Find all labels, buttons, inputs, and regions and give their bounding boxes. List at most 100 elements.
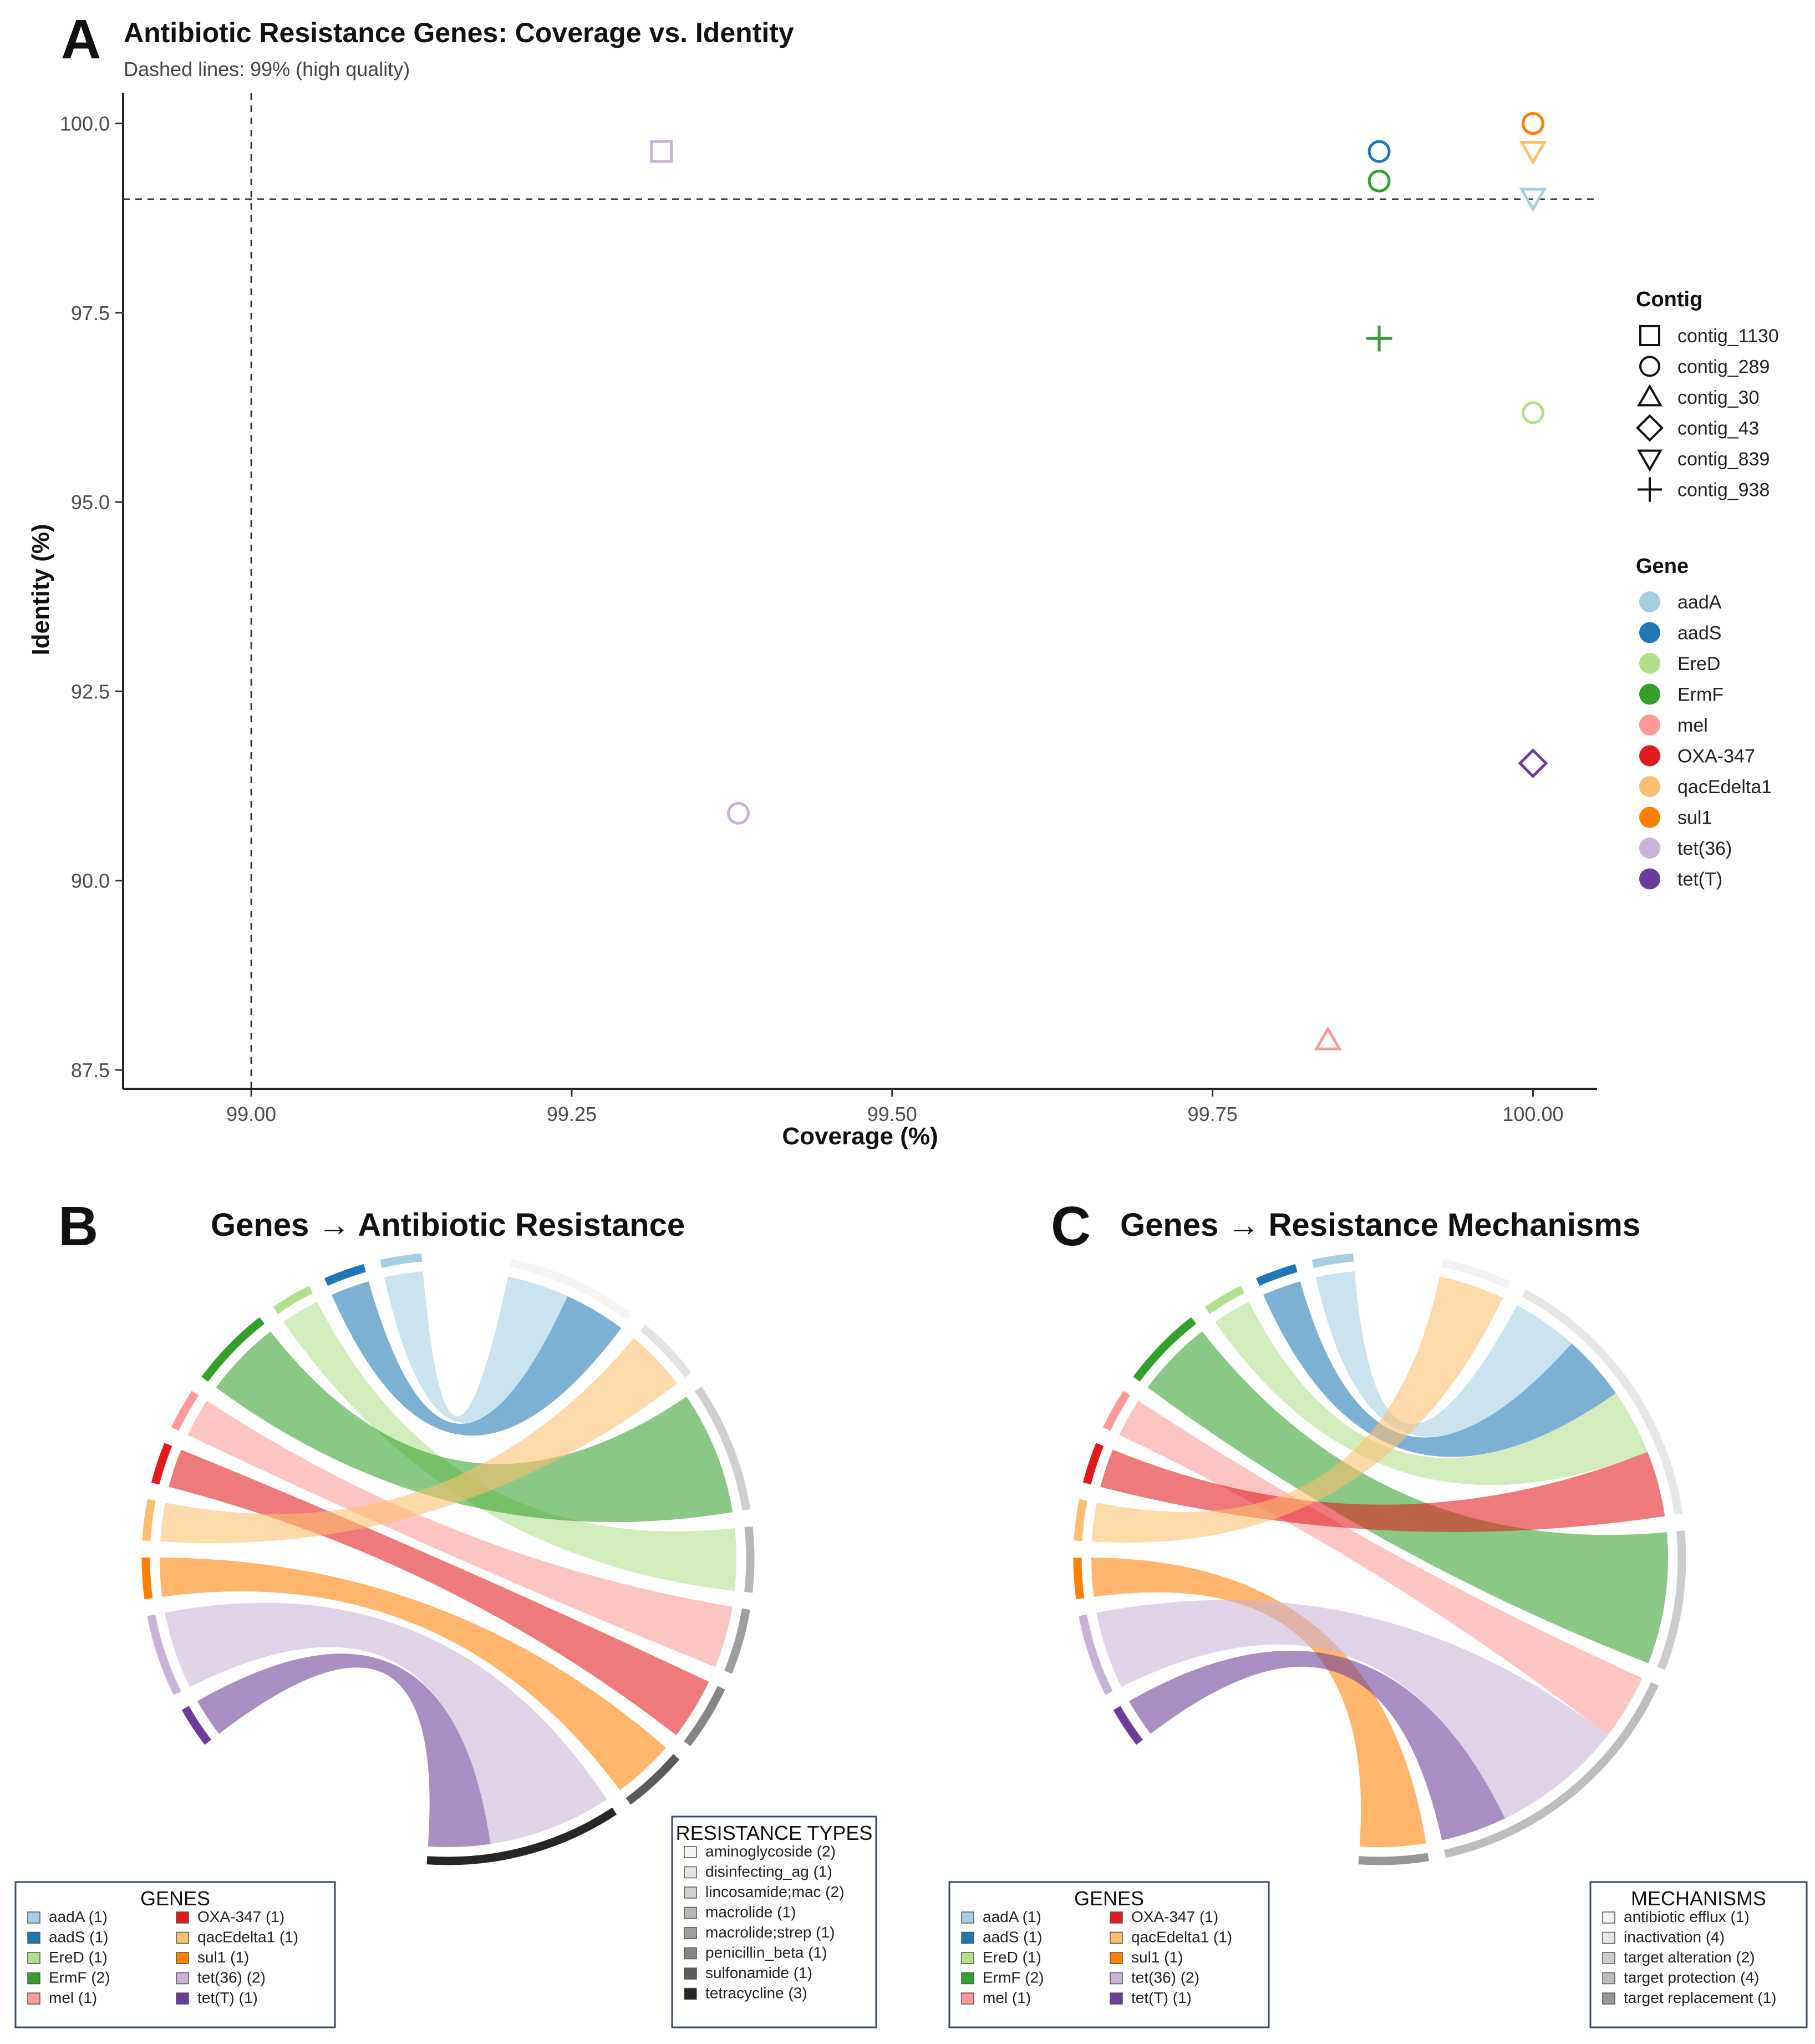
ribbon-ered-to-macrolide <box>283 1301 736 1591</box>
chord-b <box>141 1253 755 1865</box>
legend-swatch <box>27 1972 40 1985</box>
legend-item: EreD (1) <box>983 1949 1041 1966</box>
segment-ermf <box>201 1317 265 1382</box>
gene-legend-swatch <box>1639 868 1660 890</box>
segment-tet-36 <box>1079 1614 1113 1695</box>
legend-box <box>671 1815 877 2028</box>
legend-swatch <box>27 1952 40 1964</box>
contig-legend-item: contig_30 <box>1677 387 1759 408</box>
legend-swatch <box>1602 1931 1615 1944</box>
scatter-axes <box>122 93 1597 1090</box>
segment-oxa-347 <box>151 1443 172 1485</box>
gene-legend-item: tet(36) <box>1677 838 1732 859</box>
legend-item: sulfonamide (1) <box>705 1964 812 1981</box>
legend-item: target alteration (2) <box>1624 1949 1755 1966</box>
segment-tet-36 <box>147 1614 181 1695</box>
gene-legend-item: OXA-347 <box>1677 746 1755 767</box>
segment-sul1 <box>141 1558 153 1600</box>
gene-legend-swatch <box>1639 838 1660 859</box>
panel-b-genes-legend: GENES aadA (1) aadS (1) EreD (1) ErmF (2) mel… <box>14 1881 336 2028</box>
gene-legend-swatch <box>1639 653 1660 674</box>
ribbon-tet-36-to-tetracycline <box>175 1627 551 1844</box>
point-ered-contig-289 <box>1521 401 1544 424</box>
panel-a: A Antibiotic Resistance Genes: Coverage … <box>27 8 1779 1150</box>
panel-a-subtitle: Dashed lines: 99% (high quality) <box>124 58 410 80</box>
legend-swatch <box>176 1911 189 1924</box>
legend-item: OXA-347 (1) <box>1131 1908 1218 1925</box>
segment-disinfecting-ag <box>640 1324 692 1378</box>
legend-item: macrolide (1) <box>705 1904 796 1921</box>
legend-swatch <box>684 1987 697 2000</box>
legend-swatch <box>1110 1931 1123 1944</box>
legend-swatch <box>684 1866 697 1879</box>
segment-oxa-347 <box>1082 1443 1104 1485</box>
point-tet-t-contig-43 <box>1518 748 1548 778</box>
contig-legend-title: Contig <box>1636 288 1702 311</box>
scatter-points <box>650 112 1548 1051</box>
panel-b: B Genes → Antibiotic Resistance GENES aad… <box>14 1195 877 2028</box>
y-axis-title: Identity (%) <box>27 524 54 655</box>
segment-target-alteration <box>1657 1530 1686 1670</box>
ribbon-mel-to-macrolide-strep <box>187 1401 733 1667</box>
segment-ermf <box>1133 1317 1197 1382</box>
panel-a-title: Antibiotic Resistance Genes: Coverage vs… <box>124 17 794 48</box>
ribbon-ermf-to-lincosamide-mac <box>241 1331 716 1489</box>
legend-item: OXA-347 (1) <box>197 1908 284 1925</box>
legend-title: RESISTANCE TYPES <box>676 1822 873 1844</box>
x-tick-label: 99.00 <box>226 1103 276 1125</box>
legend-item: target replacement (1) <box>1624 1989 1776 2006</box>
point-aads-contig-289 <box>1367 140 1391 163</box>
legend-title: MECHANISMS <box>1631 1887 1766 1910</box>
legend-swatch <box>1110 1952 1123 1964</box>
chord-segments <box>1073 1253 1686 1865</box>
segment-aads <box>324 1264 366 1286</box>
gene-legend-swatch <box>1639 591 1660 612</box>
legend-swatch <box>1602 1911 1615 1924</box>
segment-aminoglycoside <box>510 1259 632 1321</box>
segment-sul1 <box>1073 1558 1085 1600</box>
segment-tet-t <box>1113 1706 1143 1745</box>
segment-aada <box>1311 1253 1354 1268</box>
segment-macrolide-strep <box>724 1608 750 1674</box>
legend-swatch <box>684 1846 697 1858</box>
y-tick-label: 90.0 <box>71 870 110 892</box>
chord-segments <box>141 1253 755 1865</box>
ribbon-ermf-to-target-alteration <box>1147 1357 1665 1663</box>
contig-legend-item: contig_43 <box>1677 418 1759 439</box>
y-tick-label: 92.5 <box>71 680 110 703</box>
chord-ribbons <box>160 1271 736 1847</box>
point-ermf-contig-289 <box>1367 169 1391 192</box>
y-tick-label: 97.5 <box>71 302 110 324</box>
gene-legend-item: tet(T) <box>1677 869 1722 890</box>
reference-lines <box>123 93 1597 1089</box>
gene-legend-item: sul1 <box>1677 808 1712 829</box>
panel-c: C Genes → Resistance Mechanisms GENES aad… <box>948 1195 1808 2028</box>
segment-ered <box>273 1285 313 1314</box>
segment-mel <box>1102 1391 1131 1431</box>
y-tick-label: 100.0 <box>60 113 110 135</box>
legend-item: qacEdelta1 (1) <box>1131 1929 1232 1946</box>
legend-swatch <box>176 1931 189 1944</box>
ribbon-tet-36-to-target-protection <box>1106 1624 1562 1819</box>
ribbon-tet-t-to-target-protection <box>1128 1650 1505 1840</box>
x-tick-label: 100.00 <box>1502 1103 1563 1125</box>
legend-item: sul1 (1) <box>1131 1949 1183 1966</box>
ribbon-qacedelta1-to-disinfecting-ag <box>160 1338 678 1543</box>
legend-swatch <box>961 1992 974 2005</box>
legend-swatch <box>961 1952 974 1964</box>
legend-triangle-icon <box>1636 384 1663 407</box>
legend-plus-icon <box>1637 477 1663 502</box>
ribbon-tet-t-to-tetracycline <box>197 1654 491 1847</box>
legend-swatch <box>176 1992 189 2005</box>
panel-c-genes-legend: GENES aadA (1) aadS (1) EreD (1) ErmF (2) mel… <box>948 1881 1270 2028</box>
legend-title: GENES <box>140 1887 210 1910</box>
ribbon-sul1-to-target-replacement <box>1091 1558 1426 1847</box>
point-tet-36-contig-289 <box>726 802 750 825</box>
legend-swatch <box>684 1886 697 1899</box>
segment-antibiotic-efflux <box>1441 1259 1511 1289</box>
contig-legend: Contig contig_1130 contig_289 contig_30con… <box>1636 288 1779 502</box>
legend-swatch <box>27 1992 40 2005</box>
contig-legend-item: contig_289 <box>1677 357 1770 378</box>
gene-legend-swatch <box>1639 714 1660 736</box>
